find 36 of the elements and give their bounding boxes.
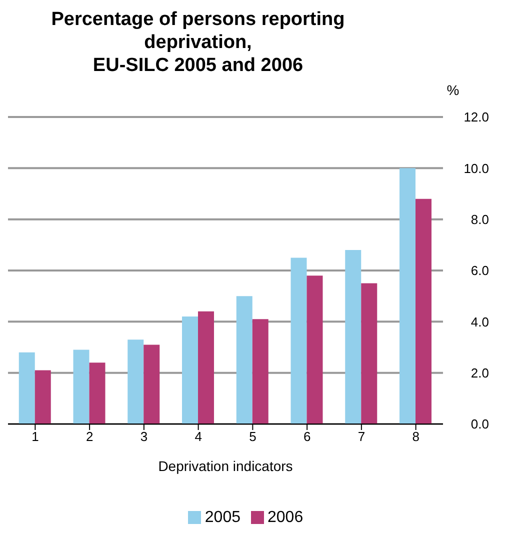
y-tick-label: 12.0 [464, 110, 489, 125]
bar [416, 198, 432, 424]
bar [73, 350, 90, 424]
x-axis-title: Deprivation indicators [158, 458, 293, 474]
bar [18, 352, 35, 424]
y-axis-title: % [446, 82, 460, 98]
legend-label: 2006 [268, 509, 304, 526]
y-tick-label: 6.0 [470, 263, 489, 278]
x-tick-label: 1 [32, 429, 39, 444]
bar [34, 370, 51, 424]
bar [198, 311, 214, 424]
chart-title: Percentage of persons reporting deprivation, EU-SILC 2005 and 2006 [50, 8, 346, 77]
x-tick-label: 5 [249, 429, 256, 444]
legend-label: 2005 [204, 509, 240, 526]
bar [236, 296, 252, 424]
y-tick-label: 2.0 [470, 365, 489, 380]
x-tick-label: 2 [86, 429, 94, 444]
bar [400, 168, 416, 424]
x-tick-label: 8 [412, 429, 420, 444]
x-tick-label: 3 [140, 429, 148, 444]
y-tick-label: 10.0 [464, 160, 489, 176]
x-tick-label: 7 [358, 429, 366, 444]
y-tick-label: 4.0 [470, 314, 489, 330]
bar [306, 276, 323, 424]
bar [144, 344, 160, 424]
bar [182, 316, 198, 424]
y-tick-label: 8.0 [470, 212, 489, 227]
x-tick-label: 6 [303, 429, 311, 444]
bar [252, 319, 268, 424]
bar [361, 283, 378, 424]
x-tick-label: 4 [194, 429, 202, 444]
bar [345, 250, 362, 424]
bar [89, 362, 106, 424]
bar [128, 340, 144, 424]
bar [290, 258, 307, 424]
y-tick-label: 0.0 [470, 416, 489, 432]
